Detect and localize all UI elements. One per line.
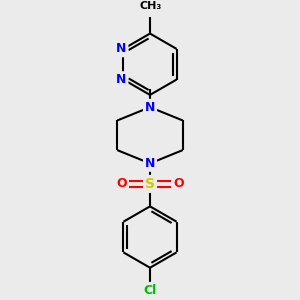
Text: N: N bbox=[145, 157, 155, 170]
Text: Cl: Cl bbox=[143, 284, 157, 297]
Text: N: N bbox=[116, 73, 127, 86]
Text: N: N bbox=[145, 101, 155, 114]
Text: O: O bbox=[116, 177, 127, 190]
Text: CH₃: CH₃ bbox=[140, 1, 162, 11]
Text: N: N bbox=[116, 42, 127, 56]
Text: S: S bbox=[145, 177, 155, 191]
Text: O: O bbox=[173, 177, 184, 190]
